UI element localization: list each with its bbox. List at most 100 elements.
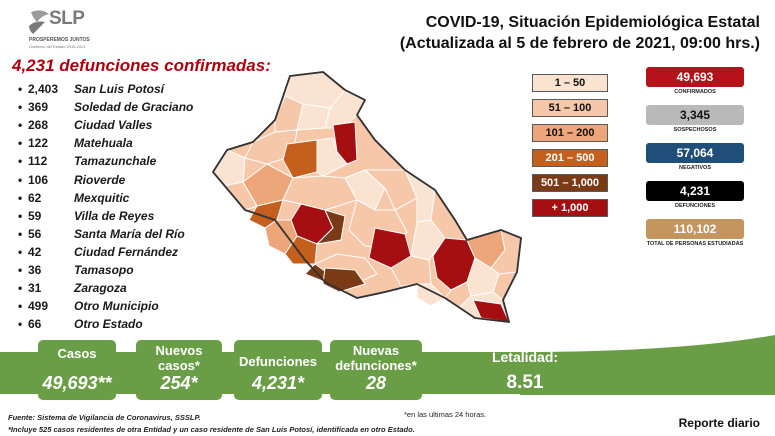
bullet-icon: •: [18, 100, 23, 115]
legend-item: 201 – 500: [532, 149, 608, 167]
legend-item: + 1,000: [532, 199, 608, 217]
municipality-name: Soledad de Graciano: [74, 100, 194, 115]
municipality-name: Ciudad Fernández: [74, 244, 179, 259]
deaths-count-value: 268: [28, 118, 49, 133]
deaths-row: • 66 Otro Estado: [18, 315, 218, 333]
municipality-name: Mexquitic: [74, 190, 130, 205]
deaths-card-label: Defunciones: [238, 354, 317, 369]
bullet-icon: •: [18, 154, 23, 169]
deaths-count-value: 42: [28, 244, 42, 259]
deaths-row: • 31 Zaragoza: [18, 279, 218, 297]
municipality-name: Santa María del Río: [74, 226, 185, 241]
deaths-count: • 56: [18, 227, 74, 241]
lethality-label: Letalidad:: [491, 349, 559, 365]
cases-value: 49,693**: [42, 373, 112, 393]
municipality-name: Otro Municipio: [74, 299, 159, 314]
deaths-row: • 369 Soledad de Graciano: [18, 98, 218, 116]
deaths-card: Defunciones 4,231*: [234, 340, 322, 400]
municipality-name: Villa de Reyes: [74, 208, 155, 223]
deaths-count: • 122: [18, 136, 74, 150]
stat-label: DEFUNCIONES: [674, 203, 716, 209]
deaths-row: • 122 Matehuala: [18, 134, 218, 152]
deaths-list: • 2,403 San Luis Potosí • 369 Soledad de Grac…: [18, 80, 218, 333]
bullet-icon: •: [18, 317, 23, 332]
municipality-name: Tamazunchale: [74, 154, 157, 169]
lethality-value: 8.51: [506, 372, 544, 393]
deaths-count: • 268: [18, 118, 74, 132]
map-legend: 1 – 50 51 – 100 101 – 200 201 – 500 501 – 1,…: [532, 74, 608, 224]
stat-item: 110,102 TOTAL DE PERSONAS ESTUDIADAS: [646, 219, 744, 253]
municipality-name: Otro Estado: [74, 317, 143, 332]
municipality-name: Matehuala: [74, 136, 133, 151]
new-cases-value: 254*: [160, 373, 198, 393]
stat-label: NEGATIVOS: [679, 165, 711, 171]
deaths-count: • 112: [18, 154, 74, 168]
municipality-name: Zaragoza: [74, 281, 127, 296]
stat-item: 49,693 CONFIRMADOS: [646, 67, 744, 101]
new-cases-label: Nuevos casos*: [155, 343, 203, 373]
municipality-name: Ciudad Valles: [74, 118, 153, 133]
deaths-count: • 2,403: [18, 82, 74, 96]
deaths-row: • 106 Rioverde: [18, 170, 218, 188]
bullet-icon: •: [18, 262, 23, 277]
bullet-icon: •: [18, 208, 23, 223]
logo-slogan: PROSPEREMOS JUNTOS: [29, 37, 90, 43]
stat-value: 57,064: [646, 143, 744, 163]
new-cases-card: Nuevos casos* 254*: [136, 340, 222, 400]
logo-text: SLP: [49, 8, 85, 29]
cases-label: Casos: [57, 346, 97, 361]
deaths-title: 4,231 defunciones confirmadas:: [12, 56, 271, 75]
deaths-count: • 59: [18, 209, 74, 223]
deaths-count: • 31: [18, 281, 74, 295]
strip-decoration: [520, 335, 775, 395]
new-deaths-card: Nuevas defunciones* 28: [330, 340, 422, 400]
bullet-icon: •: [18, 190, 23, 205]
stat-item: 4,231 DEFUNCIONES: [646, 181, 744, 215]
stat-label: CONFIRMADOS: [674, 89, 716, 95]
deaths-row: • 499 Otro Municipio: [18, 297, 218, 315]
state-map: [212, 71, 522, 323]
deaths-count-value: 36: [28, 262, 42, 277]
deaths-count-value: 2,403: [28, 82, 59, 97]
stat-value: 4,231: [646, 181, 744, 201]
stats-panel: 49,693 CONFIRMADOS 3,345 SOSPECHOSOS 57,064 N…: [646, 67, 744, 257]
deaths-count-value: 56: [28, 226, 42, 241]
legend-item: 51 – 100: [532, 99, 608, 117]
bullet-icon: •: [18, 299, 23, 314]
deaths-count-value: 122: [28, 136, 49, 151]
deaths-count-value: 62: [28, 190, 42, 205]
slp-logo: SLP PROSPEREMOS JUNTOS Gobierno del Esta…: [27, 6, 107, 52]
deaths-count-value: 59: [28, 208, 42, 223]
stat-label: SOSPECHOSOS: [673, 127, 717, 133]
deaths-count: • 36: [18, 263, 74, 277]
source-note: Fuente: Sistema de Vigilancia de Coronav…: [8, 413, 201, 422]
page-title: COVID-19, Situación Epidemiológica Estat…: [340, 12, 760, 54]
bullet-icon: •: [18, 226, 23, 241]
deaths-row: • 112 Tamazunchale: [18, 152, 218, 170]
deaths-count-value: 499: [28, 299, 49, 314]
logo-mark-icon: [29, 10, 49, 34]
title-line-1: COVID-19, Situación Epidemiológica Estat…: [425, 14, 760, 31]
deaths-count-value: 112: [28, 154, 48, 169]
legend-item: 101 – 200: [532, 124, 608, 142]
logo-government: Gobierno del Estado 2015-2021: [29, 44, 86, 49]
deaths-count-value: 31: [28, 281, 42, 296]
last-24h-note: *en las ultimas 24 horas.: [404, 410, 487, 419]
footnote: *Incluye 525 casos residentes de otra En…: [8, 425, 415, 434]
deaths-count: • 106: [18, 173, 74, 187]
bullet-icon: •: [18, 118, 23, 133]
municipality-name: San Luis Potosí: [74, 82, 165, 97]
cases-card: Casos 49,693**: [38, 340, 116, 400]
municipality-name: Rioverde: [74, 172, 126, 187]
stat-value: 49,693: [646, 67, 744, 87]
deaths-row: • 56 Santa María del Río: [18, 225, 218, 243]
report-label: Reporte diario: [678, 416, 760, 430]
deaths-row: • 268 Ciudad Valles: [18, 116, 218, 134]
deaths-count: • 66: [18, 317, 74, 331]
bullet-icon: •: [18, 244, 23, 259]
stat-label: TOTAL DE PERSONAS ESTUDIADAS: [646, 241, 744, 247]
deaths-row: • 62 Mexquitic: [18, 189, 218, 207]
stat-value: 110,102: [646, 219, 744, 239]
municipality-name: Tamasopo: [74, 262, 134, 277]
deaths-count: • 42: [18, 245, 74, 259]
